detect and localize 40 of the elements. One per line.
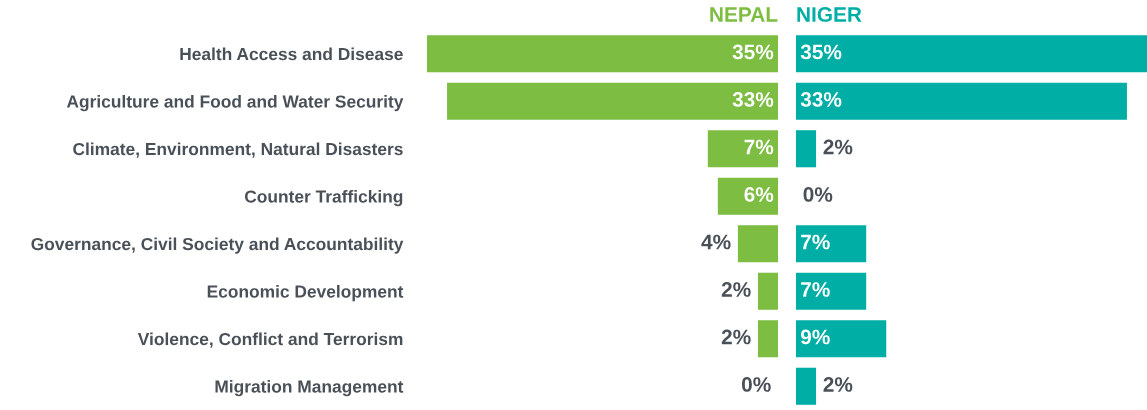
data-label: 7%	[801, 234, 830, 250]
y-tick-label: Violence, Conflict and Terrorism	[137, 332, 403, 348]
bar	[717, 177, 778, 215]
bar	[447, 82, 778, 120]
y-tick-label: Agriculture and Food and Water Security	[66, 94, 404, 112]
y-tick-label: Migration Management	[215, 379, 404, 397]
data-label: 2%	[721, 282, 751, 297]
y-tick-label: Counter Trafficking	[244, 189, 403, 207]
data-label: 35%	[732, 44, 774, 60]
data-label: 0%	[803, 187, 833, 202]
bar	[757, 320, 778, 358]
data-label: 35%	[800, 44, 842, 60]
data-label: 6%	[744, 187, 774, 202]
data-label: 4%	[701, 234, 731, 250]
data-label: 7%	[744, 139, 774, 155]
y-tick-label: Climate, Environment, Natural Disasters	[73, 142, 403, 158]
bar	[796, 320, 887, 358]
data-label: 9%	[800, 329, 830, 345]
data-label: 33%	[732, 92, 774, 107]
data-label: 33%	[800, 92, 842, 107]
data-label: 7%	[801, 282, 830, 297]
bar	[796, 82, 1127, 120]
bar	[796, 367, 817, 405]
bar	[796, 130, 817, 168]
chart-title: NIGER	[797, 7, 862, 22]
data-label: 2%	[823, 377, 853, 392]
bar	[796, 225, 867, 263]
bar	[737, 225, 778, 263]
data-label: 2%	[823, 139, 853, 155]
chart-title: NEPAL	[710, 7, 778, 22]
bar	[757, 272, 778, 310]
y-tick-label: Health Access and Disease	[180, 47, 403, 61]
data-label: 0%	[741, 377, 771, 392]
y-tick-label: Economic Development	[207, 284, 404, 302]
bar	[427, 35, 778, 73]
y-tick-label: Governance, Civil Society and Accountability	[31, 237, 404, 254]
bar	[707, 130, 778, 168]
bar	[796, 35, 1147, 73]
data-label: 2%	[721, 329, 751, 345]
bar	[796, 272, 867, 310]
